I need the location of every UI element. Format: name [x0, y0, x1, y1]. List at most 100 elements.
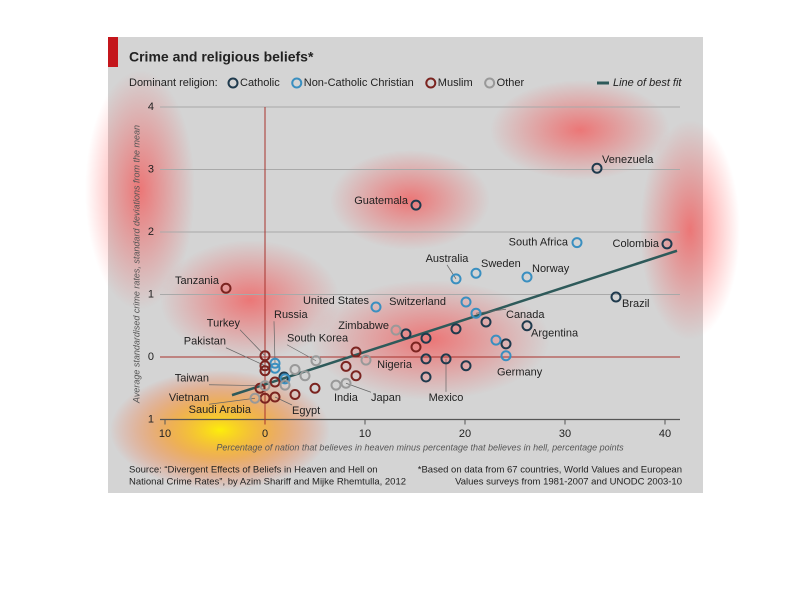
x-tick-label: 10: [359, 428, 371, 440]
point: [259, 365, 271, 377]
point: [521, 271, 533, 283]
point-label: Norway: [532, 263, 570, 275]
point-label: South Korea: [287, 333, 349, 345]
legend-label: Non-Catholic Christian: [304, 77, 414, 89]
point: [420, 353, 432, 365]
point: [299, 370, 311, 382]
y-tick-label: 4: [148, 101, 154, 113]
point: [340, 360, 352, 372]
leader-line: [286, 344, 317, 362]
point: [450, 323, 462, 335]
point-label: Brazil: [622, 298, 650, 310]
legend-label: Catholic: [240, 77, 280, 89]
point-label: Taiwan: [175, 373, 209, 385]
point: [350, 370, 362, 382]
point: [360, 354, 372, 366]
point-label: Nigeria: [377, 359, 413, 371]
point: [279, 379, 291, 391]
point: [440, 353, 452, 365]
point: [420, 332, 432, 344]
point: [420, 371, 432, 383]
legend-marker: [291, 77, 303, 89]
point: [470, 267, 482, 279]
point-label: South Africa: [509, 237, 569, 249]
point-label: Vietnam: [169, 392, 209, 404]
point: [390, 324, 402, 336]
footnote: *Based on data from 67 countries, World …: [418, 465, 682, 476]
point-label: Japan: [371, 392, 401, 404]
point: [460, 360, 472, 372]
point: [279, 373, 291, 385]
point: [490, 334, 502, 346]
point: [350, 346, 362, 358]
x-tick-label: 30: [559, 428, 571, 440]
point-label: Russia: [274, 309, 309, 321]
x-tick-label: 10: [159, 428, 171, 440]
heatmap-overlay: [85, 70, 740, 490]
legend-marker: [227, 77, 239, 89]
y-tick-label: 1: [148, 413, 154, 425]
points: [220, 162, 673, 404]
point-label: Venezuela: [602, 154, 654, 166]
point-label: Egypt: [292, 405, 320, 417]
leader-line: [273, 321, 276, 364]
point: [259, 380, 271, 392]
point: [571, 237, 583, 249]
chart-title: Crime and religious beliefs*: [129, 49, 314, 65]
x-tick-label: 40: [659, 428, 671, 440]
title-bar: [108, 37, 118, 67]
point: [500, 338, 512, 350]
point: [400, 328, 412, 340]
point-label: Sweden: [481, 258, 521, 270]
legend-label: Other: [497, 77, 525, 89]
point-label: Argentina: [531, 328, 579, 340]
point: [470, 307, 482, 319]
x-axis-label: Percentage of nation that believes in he…: [216, 442, 624, 452]
point-label: Saudi Arabia: [189, 404, 252, 416]
point: [289, 364, 301, 375]
point: [661, 238, 673, 250]
leader-line: [239, 329, 266, 356]
point: [521, 320, 533, 332]
point-label: India: [334, 392, 359, 404]
point: [610, 291, 622, 303]
point: [269, 391, 281, 403]
y-tick-label: 0: [148, 351, 154, 363]
point: [460, 296, 472, 308]
point: [249, 392, 261, 404]
point: [269, 362, 281, 374]
point: [480, 316, 492, 328]
point: [330, 379, 342, 391]
point-label: Zimbabwe: [338, 320, 389, 332]
point: [591, 162, 603, 174]
point: [259, 360, 271, 372]
point: [500, 350, 512, 362]
point: [410, 199, 422, 211]
legend-label: Muslim: [438, 77, 473, 89]
y-tick-label: 1: [148, 288, 154, 300]
point-label: Mexico: [429, 392, 464, 404]
point: [340, 377, 352, 389]
y-axis-label: Average standardised crime rates, standa…: [131, 125, 141, 404]
point-label: Canada: [506, 309, 545, 321]
point: [220, 282, 232, 294]
legend-marker: [425, 77, 437, 89]
source: Source: “Divergent Effects of Beliefs in…: [129, 465, 378, 476]
point-label: Colombia: [613, 238, 660, 250]
point: [269, 357, 281, 369]
leader-line: [225, 347, 266, 367]
leader-line: [208, 397, 256, 405]
point: [410, 341, 422, 353]
leader-line: [274, 396, 293, 406]
point: [370, 301, 382, 313]
legend-label: Line of best fit: [613, 77, 682, 89]
x-tick-label: 0: [262, 428, 268, 440]
point: [309, 382, 321, 394]
footnote: Values surveys from 1981-2007 and UNODC …: [455, 477, 682, 488]
point-label: Guatemala: [354, 195, 409, 207]
point: [310, 355, 322, 367]
point: [450, 273, 462, 285]
legend-title: Dominant religion:: [129, 77, 218, 89]
